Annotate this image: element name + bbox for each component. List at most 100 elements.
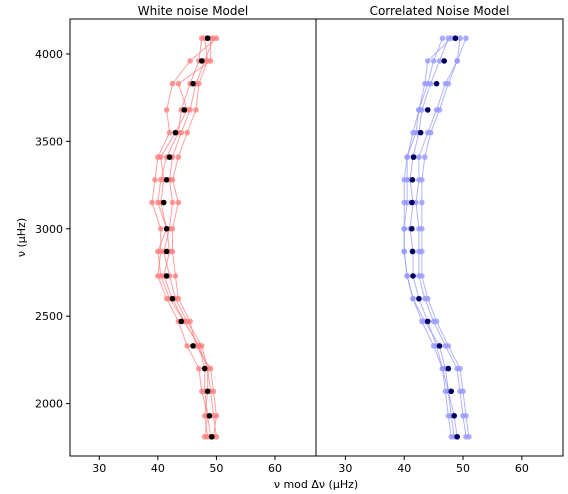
x-tick-label: 30 bbox=[338, 462, 352, 475]
mean-point bbox=[410, 154, 417, 160]
mean-point bbox=[190, 80, 196, 87]
mean-point bbox=[409, 199, 415, 206]
sample-point bbox=[463, 433, 469, 440]
sample-point bbox=[184, 129, 190, 136]
sample-line-2 bbox=[163, 38, 217, 437]
mean-point bbox=[448, 388, 455, 395]
sample-line-5 bbox=[157, 38, 212, 437]
sample-point bbox=[166, 129, 173, 136]
y-tick-label: 4000 bbox=[35, 48, 63, 61]
mean-point bbox=[452, 35, 459, 42]
sample-point bbox=[175, 199, 182, 206]
panel-title: Correlated Noise Model bbox=[370, 4, 510, 18]
sample-point bbox=[196, 343, 202, 349]
sample-point bbox=[187, 318, 193, 325]
sample-point bbox=[421, 295, 428, 302]
sample-point bbox=[184, 343, 190, 349]
sample-point bbox=[169, 248, 176, 255]
x-tick-label: 60 bbox=[268, 462, 282, 475]
sample-point bbox=[442, 343, 449, 349]
sample-point bbox=[424, 58, 431, 64]
sample-point bbox=[196, 365, 202, 372]
sample-point bbox=[421, 80, 428, 87]
mean-point bbox=[198, 58, 205, 64]
mean-point bbox=[166, 154, 173, 160]
sample-point bbox=[463, 35, 469, 42]
sample-point bbox=[149, 199, 155, 206]
mean-point bbox=[445, 365, 452, 372]
sample-point bbox=[460, 412, 466, 419]
plot-frame bbox=[315, 18, 564, 457]
sample-point bbox=[433, 107, 440, 113]
sample-point bbox=[178, 129, 185, 136]
sample-point bbox=[157, 154, 164, 160]
sample-point bbox=[169, 177, 176, 183]
sample-line-2 bbox=[421, 38, 470, 437]
mean-point bbox=[208, 433, 215, 440]
x-axis-label: ν mod Δν (μHz) bbox=[274, 478, 358, 491]
sample-point bbox=[163, 107, 170, 113]
mean-point bbox=[441, 58, 448, 64]
panel-1: 30 40 50 60 2000 2500 3000 3500 4000 White noise … bbox=[15, 4, 358, 491]
sample-point bbox=[419, 107, 425, 113]
sample-point bbox=[419, 199, 425, 206]
x-tick-label: 60 bbox=[515, 462, 529, 475]
mean-point bbox=[204, 388, 211, 395]
mean-point bbox=[181, 107, 188, 113]
sample-point bbox=[404, 199, 410, 206]
sample-point bbox=[401, 225, 408, 232]
sample-point bbox=[416, 177, 422, 183]
mean-point bbox=[178, 318, 185, 325]
mean-point bbox=[163, 177, 170, 183]
sample-line-4 bbox=[415, 38, 467, 437]
sample-point bbox=[169, 199, 176, 206]
sample-point bbox=[404, 273, 410, 279]
sample-point bbox=[416, 225, 422, 232]
mean-point bbox=[201, 365, 208, 372]
mean-point bbox=[160, 199, 167, 206]
sample-point bbox=[155, 248, 161, 255]
x-tick-label: 50 bbox=[209, 462, 223, 475]
x-tick-label: 30 bbox=[92, 462, 106, 475]
mean-point bbox=[451, 412, 458, 419]
sample-point bbox=[201, 412, 208, 419]
sample-point bbox=[416, 273, 422, 279]
sample-line-1 bbox=[157, 38, 212, 437]
sample-point bbox=[157, 273, 164, 279]
sample-line-3 bbox=[151, 37, 217, 437]
sample-point bbox=[175, 295, 182, 302]
sample-point bbox=[439, 365, 446, 372]
sample-point bbox=[204, 433, 211, 440]
sample-point bbox=[430, 318, 437, 325]
panel-2: 30 40 50 60 Correlated Noise Model bbox=[315, 4, 564, 475]
sample-point bbox=[207, 58, 214, 64]
mean-point bbox=[424, 107, 431, 113]
mean-point bbox=[169, 295, 176, 302]
mean-point bbox=[163, 225, 170, 232]
y-tick-label: 3500 bbox=[35, 135, 63, 148]
mean-point bbox=[417, 129, 424, 136]
sample-point bbox=[430, 58, 437, 64]
y-tick-label: 2500 bbox=[35, 310, 63, 323]
sample-point bbox=[213, 35, 220, 42]
mean-point bbox=[454, 433, 460, 440]
mean-point bbox=[172, 129, 179, 136]
x-tick-label: 40 bbox=[151, 462, 165, 475]
y-tick-label: 2000 bbox=[35, 398, 63, 411]
mean-point bbox=[409, 177, 416, 183]
sample-line-3 bbox=[403, 37, 455, 437]
mean-point bbox=[424, 318, 431, 325]
sample-point bbox=[175, 154, 182, 160]
sample-point bbox=[416, 154, 422, 160]
sample-point bbox=[187, 58, 193, 64]
sample-point bbox=[416, 248, 422, 255]
sample-point bbox=[152, 177, 158, 183]
mean-point bbox=[190, 343, 196, 349]
sample-point bbox=[442, 80, 449, 87]
mean-point bbox=[163, 273, 170, 279]
mean-point bbox=[410, 273, 416, 279]
sample-point bbox=[157, 225, 164, 232]
sample-point bbox=[172, 273, 179, 279]
sample-point bbox=[457, 388, 463, 395]
sample-point bbox=[427, 80, 434, 87]
